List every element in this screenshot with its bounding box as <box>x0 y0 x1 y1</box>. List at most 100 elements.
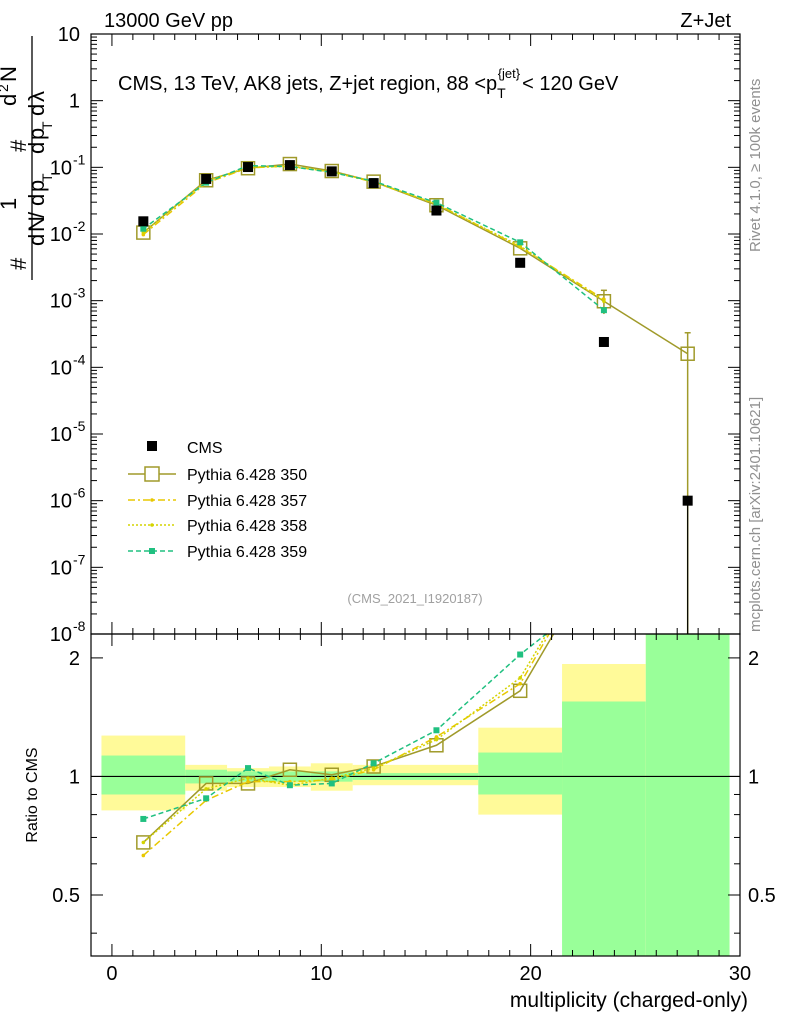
ratio-point-359 <box>328 780 335 787</box>
legend-marker-359 <box>149 548 155 554</box>
header-right: Z+Jet <box>680 10 731 32</box>
y-tick-exponent: -6 <box>73 485 86 501</box>
series-point-350 <box>366 174 381 189</box>
y-tick-label: 10 <box>58 24 80 46</box>
ratio-frame <box>90 633 741 957</box>
legend-label-358: Pythia 6.428 358 <box>187 518 307 535</box>
ratio-tick-label-left: 2 <box>69 648 80 670</box>
main-ylabel: # 1 d N / d p T # p T d d λ d 2 N <box>0 36 55 280</box>
y-tick-label: 10 <box>50 557 72 579</box>
mcplots-label: mcplots.cern.ch [arXiv:2401.10621] <box>747 397 764 632</box>
plot-title: CMS, 13 TeV, AK8 jets, Z+jet region, 88 … <box>118 66 619 101</box>
series-point-350 <box>282 156 298 172</box>
series-line-0 <box>142 163 689 355</box>
ylabel-d-3: d <box>24 142 49 154</box>
y-tick-label: 10 <box>50 291 72 313</box>
ylabel-two: 2 <box>0 84 11 92</box>
series-point-359 <box>600 307 607 314</box>
data-point-cms <box>515 257 526 268</box>
data-point-cms <box>598 336 609 347</box>
ratio-line-2 <box>142 634 548 843</box>
legend-marker-358 <box>150 523 154 527</box>
legend-label-359: Pythia 6.428 359 <box>187 544 307 561</box>
header-left: 13000 GeV pp <box>104 10 233 32</box>
y-tick-exponent: -7 <box>73 551 86 567</box>
y-tick-label: 10 <box>50 157 72 179</box>
ratio-point-359 <box>370 760 377 767</box>
analysis-id: (CMS_2021_I1920187) <box>347 591 482 606</box>
ratio-point-359 <box>245 765 252 772</box>
ylabel-hash-1: # <box>6 257 31 270</box>
legend-label-cms: CMS <box>187 440 223 457</box>
ratio-point-1 <box>141 853 146 858</box>
data-point-cms <box>368 178 379 189</box>
ylabel-one: 1 <box>0 198 21 210</box>
data-point-cms <box>201 173 212 184</box>
ylabel-d-5: d <box>0 94 21 106</box>
ylabel-p-2: p <box>24 128 49 140</box>
y-tick-exponent: -1 <box>73 151 86 167</box>
y-tick-label: 10 <box>50 624 72 646</box>
data-point-cms <box>326 166 337 177</box>
ratio-point-1 <box>518 681 522 686</box>
y-tick-exponent: -2 <box>73 218 86 234</box>
y-tick-exponent: -8 <box>73 618 86 634</box>
ratio-point-350 <box>282 762 298 777</box>
x-tick-label: 0 <box>106 963 117 985</box>
ratio-point-359 <box>517 651 524 658</box>
rivet-version-label: Rivet 4.1.0, ≥ 100k events <box>747 79 764 252</box>
ratio-band-stat <box>645 634 730 956</box>
ratio-point-2 <box>371 766 376 770</box>
ratio-point-2 <box>141 840 146 845</box>
y-tick-label: 10 <box>50 424 72 446</box>
ratio-point-350 <box>136 835 151 850</box>
series-point-350 <box>680 346 695 361</box>
series-point-359 <box>140 225 147 232</box>
ratio-point-1 <box>246 779 250 784</box>
ylabel-lambda: λ <box>24 91 49 102</box>
legend-label-350: Pythia 6.428 350 <box>187 467 307 484</box>
ylabel-t-1: T <box>39 173 55 182</box>
ratio-point-2 <box>434 737 439 742</box>
ylabel-d-1: d <box>24 234 49 246</box>
y-tick-label: 10 <box>50 224 72 246</box>
x-tick-label: 30 <box>729 963 751 985</box>
ratio-tick-label-right: 1 <box>748 766 759 788</box>
ratio-tick-label-right: 0.5 <box>748 885 776 907</box>
x-tick-label: 20 <box>520 963 542 985</box>
ratio-point-2 <box>329 776 334 780</box>
data-point-cms <box>284 160 295 171</box>
y-tick-exponent: -3 <box>73 285 86 301</box>
ylabel-slash: / <box>24 211 49 218</box>
ratio-band-stat <box>101 755 186 795</box>
series-line-1 <box>142 165 605 300</box>
ratio-tick-label-left: 1 <box>69 766 80 788</box>
ylabel-p-1: p <box>24 180 49 192</box>
ratio-point-359 <box>433 727 440 734</box>
ratio-band-stat <box>478 752 563 795</box>
data-point-cms <box>243 162 254 173</box>
series-line-3 <box>142 164 605 311</box>
ratio-point-1 <box>434 735 439 739</box>
ratio-ylabel: Ratio to CMS <box>24 747 41 842</box>
ylabel-d-4: d <box>24 104 49 116</box>
ylabel-d-2: d <box>24 194 49 206</box>
series-point-2 <box>602 299 606 304</box>
ratio-point-2 <box>518 676 522 680</box>
data-point-cms <box>138 216 149 227</box>
y-tick-exponent: -4 <box>73 351 86 367</box>
y-tick-label: 10 <box>50 491 72 513</box>
y-tick-exponent: -5 <box>73 418 86 434</box>
ratio-tick-label-left: 0.5 <box>52 885 80 907</box>
ratio-point-359 <box>203 795 210 802</box>
ylabel-hash-2: # <box>6 139 31 152</box>
ylabel-n-2: N <box>0 66 21 82</box>
legend-label-357: Pythia 6.428 357 <box>187 493 307 510</box>
ratio-point-2 <box>204 787 208 791</box>
ratio-tick-label-right: 2 <box>748 648 759 670</box>
y-tick-label: 1 <box>69 91 80 113</box>
ratio-band-stat <box>562 701 646 956</box>
legend-marker-350 <box>144 466 160 482</box>
data-point-cms <box>431 205 442 216</box>
